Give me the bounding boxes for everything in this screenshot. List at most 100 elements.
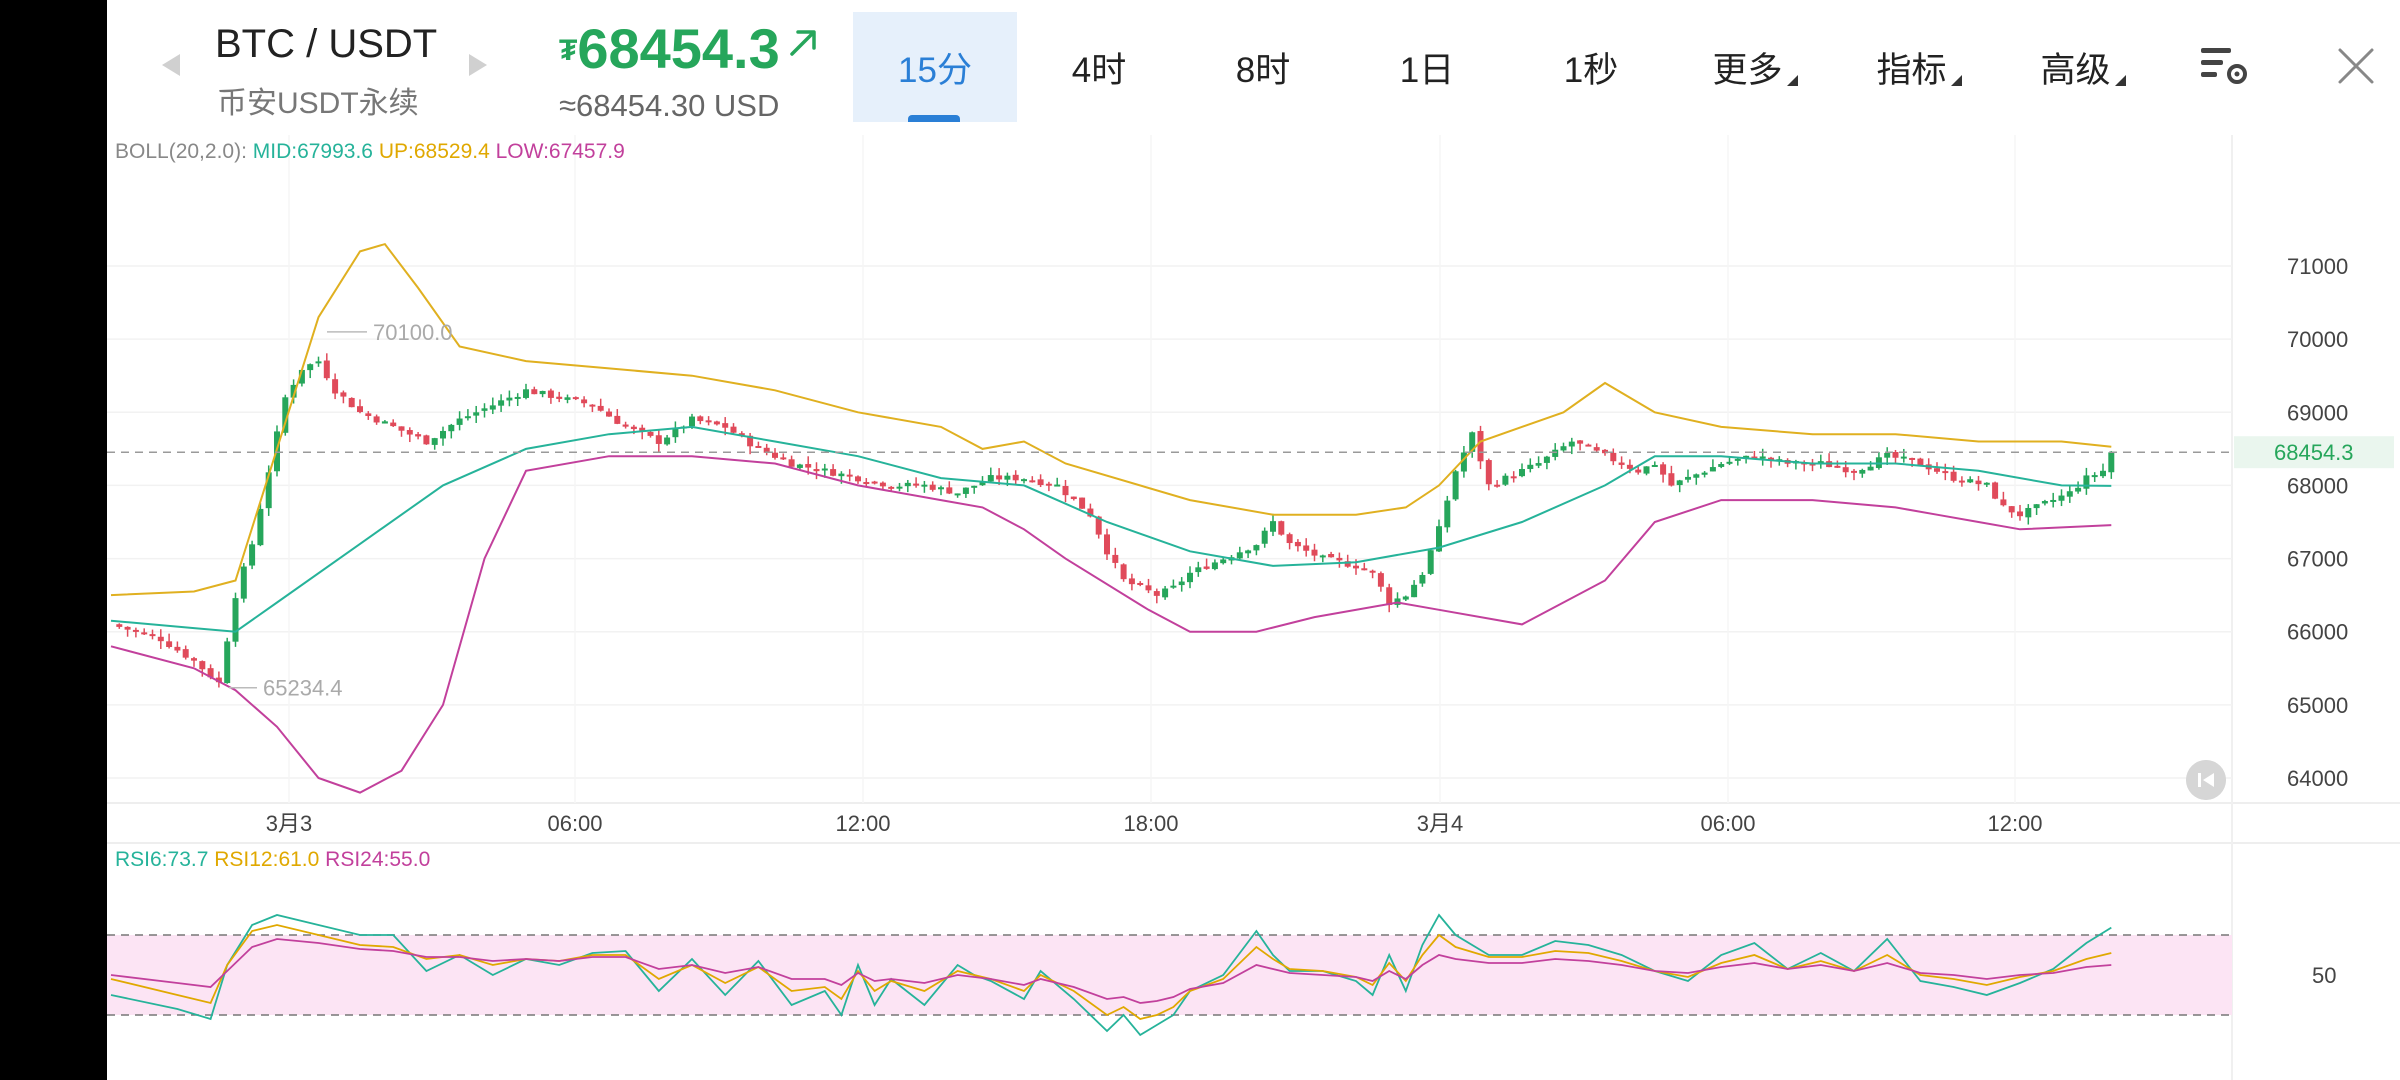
candle	[672, 427, 679, 438]
candle	[506, 397, 513, 401]
candle	[1867, 466, 1874, 471]
x-tick-label: 06:00	[547, 811, 602, 836]
candle	[1651, 464, 1658, 467]
candle	[1668, 473, 1675, 486]
candle	[357, 406, 363, 413]
candle	[1195, 567, 1202, 573]
tab-more-dropdown[interactable]: 更多	[1673, 12, 1837, 122]
tab-indicators-dropdown[interactable]: 指标	[1837, 12, 2001, 122]
candle	[232, 598, 239, 642]
candle	[904, 482, 911, 487]
boll-legend: BOLL(20,2.0): MID:67993.6 UP:68529.4 LOW…	[115, 140, 625, 164]
tab-label: 1日	[1399, 50, 1455, 90]
candle	[1187, 572, 1193, 583]
candle	[523, 389, 529, 398]
candle	[307, 364, 314, 371]
candle	[1834, 465, 1841, 468]
candle	[855, 476, 861, 482]
candle	[1975, 480, 1982, 485]
candle	[207, 668, 214, 678]
candle	[1145, 585, 1152, 591]
candle	[124, 626, 131, 630]
tab-8h[interactable]: 8时	[1181, 12, 1345, 122]
candle	[1817, 461, 1824, 464]
chart-settings-icon[interactable]	[2199, 44, 2251, 88]
candle	[713, 421, 720, 425]
candle	[224, 641, 231, 684]
candle	[979, 482, 986, 486]
candle	[929, 484, 936, 490]
candle	[1220, 559, 1227, 564]
price-chart[interactable]: 71000 70000 69000 68000 67000 66000 65000 64000…	[107, 125, 2400, 1080]
candle	[2025, 507, 2032, 518]
candle	[564, 397, 571, 400]
x-tick-label: 06:00	[1700, 811, 1755, 836]
candle	[572, 397, 579, 400]
boll-low-value: LOW:67457.9	[495, 140, 625, 163]
candle	[772, 452, 778, 458]
candle	[1950, 471, 1957, 481]
candle	[174, 646, 181, 651]
candle	[1992, 482, 1999, 499]
candle	[373, 416, 380, 423]
candle	[290, 384, 297, 398]
candle	[987, 475, 994, 482]
candle	[1502, 475, 1509, 485]
candle	[323, 360, 330, 379]
candle	[1884, 453, 1891, 458]
candle	[1626, 464, 1633, 469]
candle	[1635, 469, 1642, 473]
candle	[1842, 467, 1849, 473]
candle	[1983, 482, 1990, 485]
candle	[589, 404, 596, 407]
candle	[215, 677, 222, 683]
tab-15min[interactable]: 15分	[853, 12, 1017, 122]
y-tick-label: 65000	[2287, 693, 2348, 718]
candle	[431, 438, 438, 445]
candle	[813, 469, 820, 472]
candle	[755, 445, 762, 448]
tab-label: 8时	[1235, 50, 1291, 90]
candle	[1112, 554, 1119, 563]
rewind-icon[interactable]	[2186, 760, 2226, 800]
candle	[464, 416, 471, 419]
candle	[788, 459, 795, 467]
tab-1s[interactable]: 1秒	[1509, 12, 1673, 122]
tab-1d[interactable]: 1日	[1345, 12, 1509, 122]
arrow-up-right-icon	[790, 30, 816, 56]
close-icon[interactable]	[2332, 42, 2380, 90]
rsi-line-rsi24	[110, 938, 2112, 1004]
candle	[141, 632, 148, 635]
candle	[1568, 441, 1575, 447]
candle	[2083, 475, 2090, 489]
candle	[1543, 456, 1550, 463]
candle	[1469, 432, 1476, 452]
tether-symbol: ₮	[559, 34, 578, 67]
y-tick-label: 64000	[2287, 766, 2348, 791]
next-symbol-arrow-icon[interactable]	[469, 54, 487, 76]
candle	[390, 422, 397, 427]
candle	[132, 629, 139, 632]
candle	[971, 485, 978, 488]
candle	[191, 658, 197, 661]
candle	[830, 469, 837, 476]
tab-advanced-dropdown[interactable]: 高级	[2001, 12, 2165, 122]
candle	[1892, 452, 1899, 458]
candle	[1336, 557, 1343, 561]
candle	[1029, 480, 1036, 483]
candle	[1211, 562, 1218, 570]
candle	[1734, 458, 1741, 461]
candle	[1245, 550, 1252, 554]
candle	[796, 464, 803, 468]
candle	[531, 389, 538, 395]
candle	[1278, 521, 1285, 535]
candle	[1311, 549, 1318, 556]
tab-4h[interactable]: 4时	[1017, 12, 1181, 122]
candle	[1460, 452, 1467, 472]
candle	[805, 464, 812, 468]
candle	[2058, 495, 2065, 501]
trading-pair[interactable]: BTC / USDT	[215, 22, 438, 66]
prev-symbol-arrow-icon[interactable]	[162, 54, 180, 76]
candle	[614, 415, 621, 424]
candle	[1411, 584, 1418, 598]
